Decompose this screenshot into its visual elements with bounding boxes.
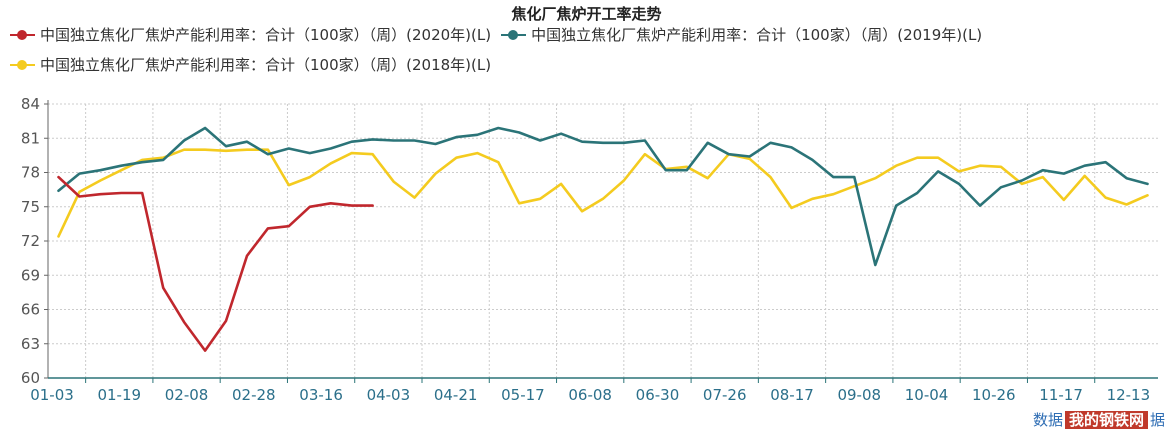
watermark-logo: 我的钢铁网: [1064, 411, 1148, 429]
y-tick-label: 75: [21, 198, 40, 216]
x-tick-label: 09-08: [837, 386, 881, 404]
y-tick-label: 81: [21, 129, 40, 147]
watermark: 数据 我的钢铁网据: [1033, 409, 1165, 430]
legend-row-2: 中国独立焦化厂焦炉产能利用率：合计（100家）（周）(2018年)(L): [10, 54, 501, 75]
series-line-2: [57, 148, 1149, 238]
x-tick-label: 02-08: [165, 386, 209, 404]
x-tick-label: 04-21: [434, 386, 478, 404]
watermark-prefix: 数据: [1032, 411, 1063, 429]
x-tick-label: 07-26: [703, 386, 747, 404]
legend-label-2019: 中国独立焦化厂焦炉产能利用率：合计（100家）（周）(2019年)(L): [531, 26, 983, 44]
legend-marker-2020: [10, 28, 35, 42]
legend-label-2020: 中国独立焦化厂焦炉产能利用率：合计（100家）（周）(2020年)(L): [40, 26, 492, 44]
x-tick-label: 06-08: [568, 386, 612, 404]
x-tick-label: 12-13: [1107, 386, 1151, 404]
series-line-1: [57, 126, 1149, 267]
x-tick-label: 01-03: [30, 386, 74, 404]
x-tick-label: 05-17: [501, 386, 545, 404]
x-tick-label: 10-26: [972, 386, 1016, 404]
legend-label-2018: 中国独立焦化厂焦炉产能利用率：合计（100家）（周）(2018年)(L): [40, 56, 492, 74]
legend-row-1: 中国独立焦化厂焦炉产能利用率：合计（100家）（周）(2020年)(L) 中国独…: [10, 24, 992, 45]
legend-item-2018[interactable]: 中国独立焦化厂焦炉产能利用率：合计（100家）（周）(2018年)(L): [10, 54, 491, 75]
y-tick-label: 72: [21, 232, 40, 250]
legend-item-2019[interactable]: 中国独立焦化厂焦炉产能利用率：合计（100家）（周）(2019年)(L): [501, 24, 982, 45]
x-tick-label: 06-30: [636, 386, 680, 404]
x-tick-label: 10-04: [905, 386, 949, 404]
y-tick-label: 60: [21, 369, 40, 387]
y-tick-label: 84: [21, 95, 40, 113]
x-tick-label: 03-16: [299, 386, 343, 404]
x-tick-label: 04-03: [367, 386, 411, 404]
watermark-suffix: 据: [1149, 411, 1165, 429]
x-tick-label: 02-28: [232, 386, 276, 404]
y-tick-label: 69: [21, 266, 40, 284]
legend-marker-2019: [501, 28, 527, 42]
series-line-0: [57, 175, 374, 352]
x-tick-label: 08-17: [770, 386, 814, 404]
x-tick-label: 01-19: [97, 386, 141, 404]
y-tick-label: 78: [21, 164, 40, 182]
x-tick-label: 11-17: [1039, 386, 1083, 404]
legend-marker-2018: [10, 58, 35, 72]
legend-item-2020[interactable]: 中国独立焦化厂焦炉产能利用率：合计（100家）（周）(2020年)(L): [10, 24, 491, 45]
y-tick-label: 66: [21, 301, 40, 319]
y-tick-label: 63: [21, 335, 40, 353]
chart-title: 焦化厂焦炉开工率走势: [511, 5, 662, 23]
